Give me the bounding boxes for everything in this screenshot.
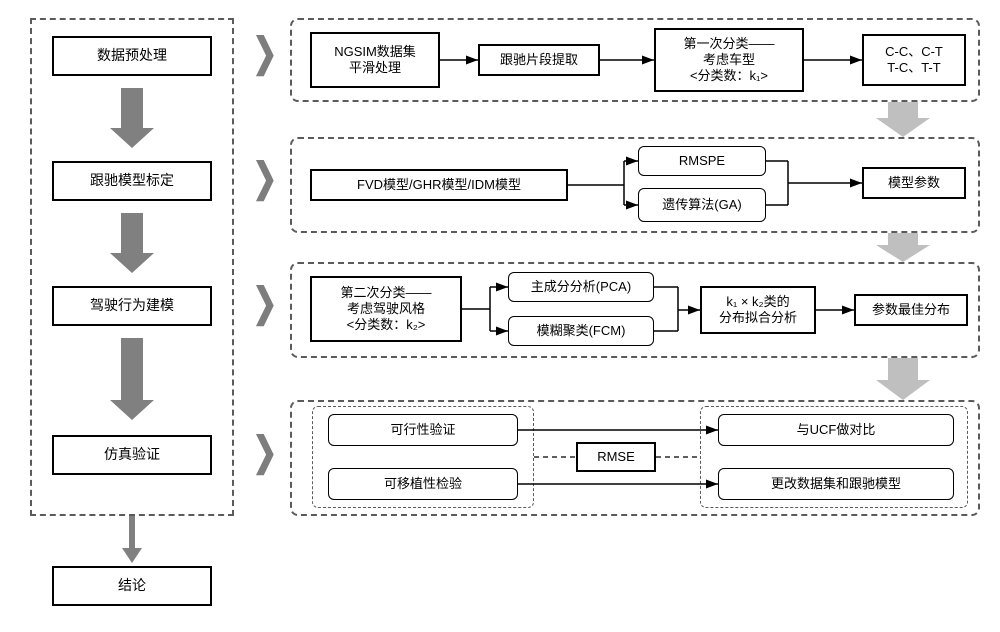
step-label: 数据预处理 [97,47,167,65]
p1-class1: 第一次分类—— 考虑车型 <分类数：k₁> [654,28,804,92]
text: k₁ × k₂类的 分布拟合分析 [719,294,797,327]
p2-ga: 遗传算法(GA) [638,188,766,222]
arrow-down-icon [122,516,142,563]
text: C-C、C-T T-C、T-T [885,44,943,77]
conclusion-box: 结论 [52,566,212,606]
p3-class2: 第二次分类—— 考虑驾驶风格 <分类数：k₂> [310,276,462,342]
step-label: 仿真验证 [104,446,160,464]
step-simulation: 仿真验证 [52,435,212,475]
arrow-down-icon [876,358,930,400]
step-label: 跟驰模型标定 [90,172,174,190]
text: 第二次分类—— 考虑驾驶风格 <分类数：k₂> [340,285,431,334]
text: RMSE [597,449,635,465]
conclusion-label: 结论 [118,577,146,595]
text: 参数最佳分布 [872,302,950,318]
flowchart-stage: 数据预处理 跟驰模型标定 驾驶行为建模 仿真验证 结论 ❯ ❯ ❯ ❯ NGSI… [30,18,980,614]
p4-right-group [700,406,968,508]
text: NGSIM数据集 平滑处理 [334,44,416,77]
chevron-icon: ❯ [252,429,277,475]
p1-ngsim: NGSIM数据集 平滑处理 [310,32,440,88]
step-behavior: 驾驶行为建模 [52,286,212,326]
p2-rmspe: RMSPE [638,146,766,176]
text: 跟驰片段提取 [500,52,578,68]
text: FVD模型/GHR模型/IDM模型 [357,177,521,193]
p4-left-group [312,406,534,508]
p2-models: FVD模型/GHR模型/IDM模型 [310,169,568,201]
p1-pairs: C-C、C-T T-C、T-T [862,34,966,86]
text: 主成分分析(PCA) [531,279,631,295]
step-preprocess: 数据预处理 [52,36,212,76]
p3-fcm: 模糊聚类(FCM) [508,316,654,346]
p3-best: 参数最佳分布 [854,294,968,326]
p3-pca: 主成分分析(PCA) [508,272,654,302]
p2-params: 模型参数 [862,167,966,199]
p1-extract: 跟驰片段提取 [478,44,600,76]
chevron-icon: ❯ [252,155,277,201]
arrow-down-icon [876,233,930,262]
text: 第一次分类—— 考虑车型 <分类数：k₁> [683,36,774,85]
arrow-down-icon [876,102,930,137]
step-calibration: 跟驰模型标定 [52,161,212,201]
p4-rmse: RMSE [576,442,656,472]
chevron-icon: ❯ [252,280,277,326]
p3-dist: k₁ × k₂类的 分布拟合分析 [700,286,816,334]
text: 模糊聚类(FCM) [537,323,626,339]
step-label: 驾驶行为建模 [90,297,174,315]
text: 遗传算法(GA) [662,197,741,213]
chevron-icon: ❯ [252,30,277,76]
text: RMSPE [679,153,725,169]
text: 模型参数 [888,175,940,191]
